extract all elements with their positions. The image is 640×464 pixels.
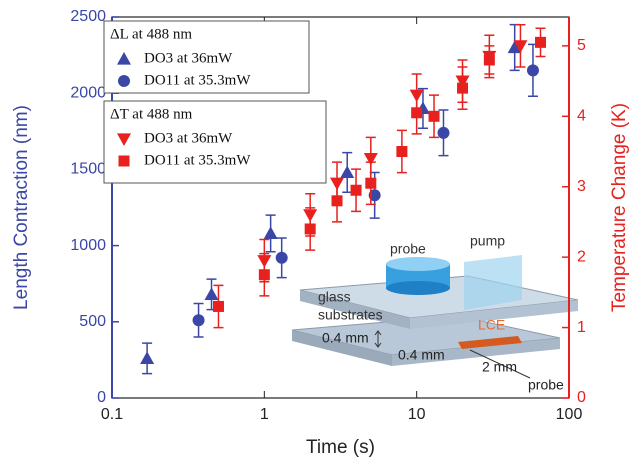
y2-axis-label: Temperature Change (K)	[609, 103, 630, 312]
legend-box	[103, 100, 327, 184]
marker	[331, 195, 343, 207]
y-tick-label: 1000	[70, 237, 106, 254]
marker	[192, 314, 205, 327]
marker	[118, 75, 130, 87]
x-tick-label: 10	[408, 406, 426, 423]
inset-label: 2 mm	[482, 359, 517, 375]
legend-label: DO3 at 36mW	[144, 130, 233, 146]
inset-label: 0.4 mm	[322, 330, 369, 346]
bottom-plate-front	[392, 338, 560, 366]
marker	[140, 351, 155, 364]
probe-top	[386, 257, 450, 271]
legend-title: ΔT at 488 nm	[110, 106, 193, 122]
marker	[118, 155, 130, 167]
marker	[263, 226, 278, 240]
y-tick-label: 500	[79, 313, 106, 330]
marker	[204, 287, 219, 300]
legend-label: DO11 at 35.3mW	[144, 72, 251, 88]
probe-pointer	[469, 349, 531, 379]
legend-label: DO11 at 35.3mW	[144, 152, 251, 168]
y2-tick-label: 1	[577, 319, 586, 336]
inset-label: glass	[318, 289, 351, 305]
top-plate-front	[410, 300, 578, 329]
marker	[526, 64, 539, 77]
marker	[428, 110, 440, 122]
legend-box	[103, 20, 310, 94]
marker	[411, 107, 423, 119]
lce-film	[458, 336, 522, 349]
inset-label: pump	[470, 233, 505, 249]
y2-tick-label: 0	[577, 389, 586, 406]
y-tick-label: 2000	[70, 84, 106, 101]
marker	[507, 40, 522, 54]
marker	[275, 251, 288, 264]
marker	[368, 189, 381, 202]
y-axis-label: Length Contraction (nm)	[11, 105, 32, 310]
inset-label: probe	[528, 377, 564, 393]
inset-diagram	[291, 255, 579, 379]
legend-label: DO3 at 36mW	[144, 50, 233, 66]
x-axis-label: Time (s)	[306, 437, 375, 458]
marker	[258, 269, 270, 281]
legend-title: ΔL at 488 nm	[110, 26, 192, 42]
marker	[365, 177, 377, 189]
marker	[117, 52, 131, 65]
top-plate-side	[300, 290, 410, 329]
marker	[483, 54, 495, 66]
pump-beam	[464, 255, 522, 310]
marker	[457, 82, 469, 94]
y2-tick-label: 4	[577, 108, 586, 125]
x-tick-label: 0.1	[101, 406, 123, 423]
inset-label: substrates	[318, 307, 383, 323]
y2-tick-label: 2	[577, 248, 586, 265]
y-tick-label: 0	[97, 389, 106, 406]
marker	[117, 133, 131, 146]
y-tick-label: 2500	[70, 8, 106, 25]
marker	[437, 126, 450, 139]
x-tick-label: 100	[556, 406, 583, 423]
marker	[513, 40, 528, 53]
marker	[535, 36, 547, 48]
probe-spot	[386, 281, 450, 295]
inset-label: probe	[390, 241, 426, 257]
x-tick-label: 1	[260, 406, 269, 423]
marker	[212, 300, 224, 312]
bottom-plate-side	[292, 330, 392, 366]
inset-label: LCE	[478, 317, 505, 333]
marker	[396, 146, 408, 158]
y2-tick-label: 5	[577, 37, 586, 54]
marker	[340, 165, 355, 179]
marker	[304, 223, 316, 235]
gap-arrow-heads	[374, 330, 382, 348]
y-tick-label: 1500	[70, 161, 106, 178]
inset-label: 0.4 mm	[398, 347, 445, 363]
marker	[363, 152, 378, 166]
y2-tick-label: 3	[577, 178, 586, 195]
marker	[350, 184, 362, 196]
